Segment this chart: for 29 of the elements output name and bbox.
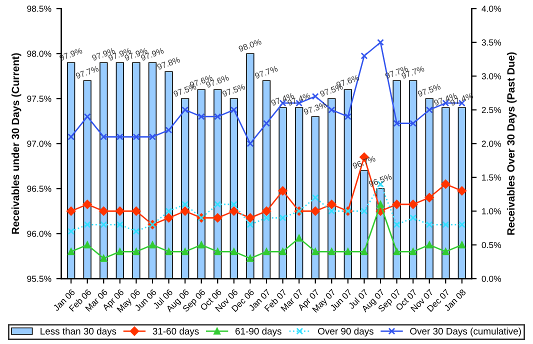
data-label: 96.7% (352, 156, 376, 169)
y2-tick-label: 1.0% (482, 208, 502, 214)
data-label: 97.9% (59, 48, 83, 61)
data-label: 98.0% (238, 38, 262, 52)
y-tick-label: 97.0% (27, 140, 52, 147)
legend-label: 61-90 days (235, 328, 282, 336)
y2-tick-label: 0.0% (482, 276, 502, 282)
y-tick-label: 96.5% (27, 186, 52, 192)
y2-tick-label: 2.5% (482, 106, 502, 114)
y2-tick-label: 1.5% (482, 174, 502, 181)
y2-tick-label: 3.5% (482, 39, 502, 46)
y2-tick-label: 0.5% (482, 242, 502, 248)
y-tick-label: 98.0% (27, 50, 52, 57)
legend-label: Less than 30 days (40, 328, 116, 336)
legend-label: 31-60 days (152, 328, 199, 336)
data-label: 96.5% (368, 174, 392, 187)
legend-label: Over 90 days (318, 328, 374, 336)
data-label: 97.7% (75, 66, 99, 79)
y-tick-label: 97.5% (27, 96, 52, 102)
data-label: 97.7% (254, 66, 278, 79)
y-axis-title: Receivables under 30 Days (Current) (12, 53, 22, 234)
y2-tick-label: 4.0% (482, 6, 502, 12)
y-tick-label: 95.5% (27, 276, 52, 282)
y-tick-label: 96.0% (27, 230, 52, 237)
y2-tick-label: 3.0% (482, 73, 502, 80)
y-tick-label: 98.5% (27, 6, 52, 12)
y2-tick-label: 2.0% (482, 140, 502, 147)
y2-axis-title: Receivables Over 30 Days (Past Due) (506, 52, 517, 235)
legend-label: Over 30 Days (cumulative) (410, 328, 521, 336)
